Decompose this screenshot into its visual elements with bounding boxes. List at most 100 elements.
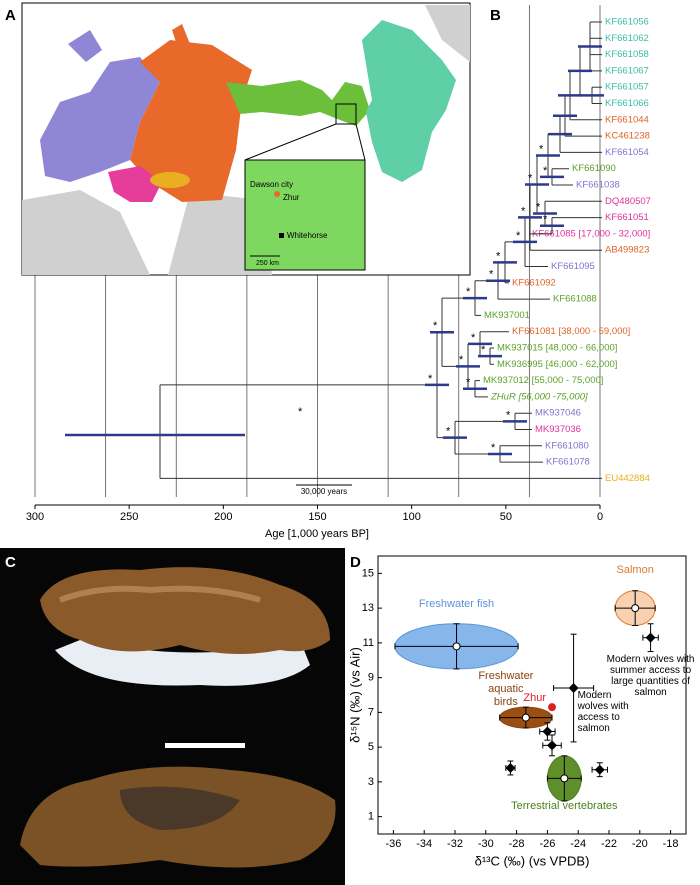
support-marker: * [298,406,303,418]
x-tick-label: -36 [385,838,401,850]
support-marker: * [543,214,548,226]
group-mean [521,713,530,722]
specimen-detail [120,786,240,830]
x-tick-label: 200 [214,511,232,523]
support-marker: * [466,286,471,298]
photo-scale-bar [165,743,245,748]
taxon-label: KF661056 [605,17,649,28]
taxon-label: MK937015 [48,000 - 66,000] [497,343,617,354]
panel-label: A [5,7,16,24]
x-tick-label: -18 [663,838,679,850]
region-purple [40,57,160,182]
taxon-label: KF661085 [17,000 - 32,000] [532,228,650,239]
region-purple [68,30,102,62]
support-marker: * [521,205,526,217]
scale-bar-label: 30,000 years [301,487,347,496]
taxon-label: ZHuR [56,000 -75,000] [490,391,588,402]
x-tick-label: -32 [447,838,463,850]
taxon-label: KF661067 [605,65,649,76]
map: Dawson city Zhur Whitehorse 250 km [21,2,471,276]
x-tick-label: 150 [308,511,326,523]
taxon-label: KF661088 [553,294,597,305]
wolf-mean [594,764,605,775]
y-axis-label: δ¹⁵N (‰) (vs Air) [347,647,362,743]
x-tick-label: -26 [539,838,555,850]
region-yellow [150,172,190,188]
support-marker: * [459,354,464,366]
y-tick-label: 9 [368,672,374,684]
taxon-label: KF661078 [546,457,590,468]
wolf-mean [645,632,656,643]
taxon-label: KC461238 [605,131,650,142]
y-tick-label: 5 [368,741,374,753]
taxon-label: MK937001 [484,310,530,321]
x-tick-label: -20 [632,838,648,850]
x-tick-label: 100 [402,511,420,523]
y-tick-label: 13 [362,602,374,614]
taxon-label: KF661057 [605,82,649,93]
y-tick-label: 1 [368,811,374,823]
support-marker: * [466,377,471,389]
group-mean [452,642,461,651]
group-label: Freshwater aquatic birds [478,669,534,708]
support-marker: * [428,373,433,385]
group-label: Freshwater fish [418,598,495,611]
support-marker: * [536,201,541,213]
taxon-label: MK937036 [535,424,581,435]
y-tick-label: 7 [368,706,374,718]
specimen-detail [58,585,261,603]
support-marker: * [491,442,496,454]
x-tick-label: -30 [478,838,494,850]
annotation: Modern wolves with summer access to larg… [606,653,695,698]
site-zhur [274,191,280,197]
taxon-label: KF661081 [38,000 - 59,000] [512,326,630,337]
wolf-mean [505,762,516,773]
y-tick-label: 3 [368,776,374,788]
panel-label: B [490,7,501,24]
x-tick-label: 250 [120,511,138,523]
taxon-label: AB499823 [605,245,649,256]
taxon-label: KF661051 [605,212,649,223]
photo [0,548,345,885]
taxon-label: KF661054 [605,147,649,158]
land [425,5,470,62]
y-tick-label: 11 [363,637,374,649]
support-marker: * [481,344,486,356]
panel-label: C [5,554,16,571]
support-marker: * [489,269,494,281]
group-label: Salmon [616,564,654,577]
x-axis-label: Age [1,000 years BP] [265,528,369,540]
taxon-label: KF661044 [605,114,649,125]
taxon-label: MK936995 [46,000 - 62,000] [497,359,617,370]
taxon-label: MK937012 [55,000 - 75,000] [483,375,603,386]
map-scale: 250 km [256,260,279,267]
group-mean [631,604,640,613]
taxon-label: DQ480507 [605,196,651,207]
taxon-label: KF661080 [545,440,589,451]
map-label: Whitehorse [287,231,328,240]
wolf-mean [542,726,553,737]
support-marker: * [446,426,451,438]
taxon-label: KF661058 [605,49,649,60]
inset [244,159,366,271]
map-label: Zhur [283,193,300,202]
x-tick-label: 0 [597,511,603,523]
taxon-label: KF661066 [605,98,649,109]
inset-marker [335,103,357,125]
x-tick-label: -24 [570,838,586,850]
x-tick-label: -28 [509,838,525,850]
support-marker: * [496,250,501,262]
wolf-mean [547,740,558,751]
x-tick-label: 50 [500,511,512,523]
support-marker: * [506,409,511,421]
sample-label: Zhur [523,692,546,704]
y-tick-label: 15 [362,567,374,579]
taxon-label: KF661090 [572,163,616,174]
taxon-label: MK937046 [535,408,581,419]
region-orange [130,40,252,202]
x-tick-label: 300 [26,511,44,523]
taxon-label: KF661092 [512,277,556,288]
support-marker: * [539,143,544,155]
